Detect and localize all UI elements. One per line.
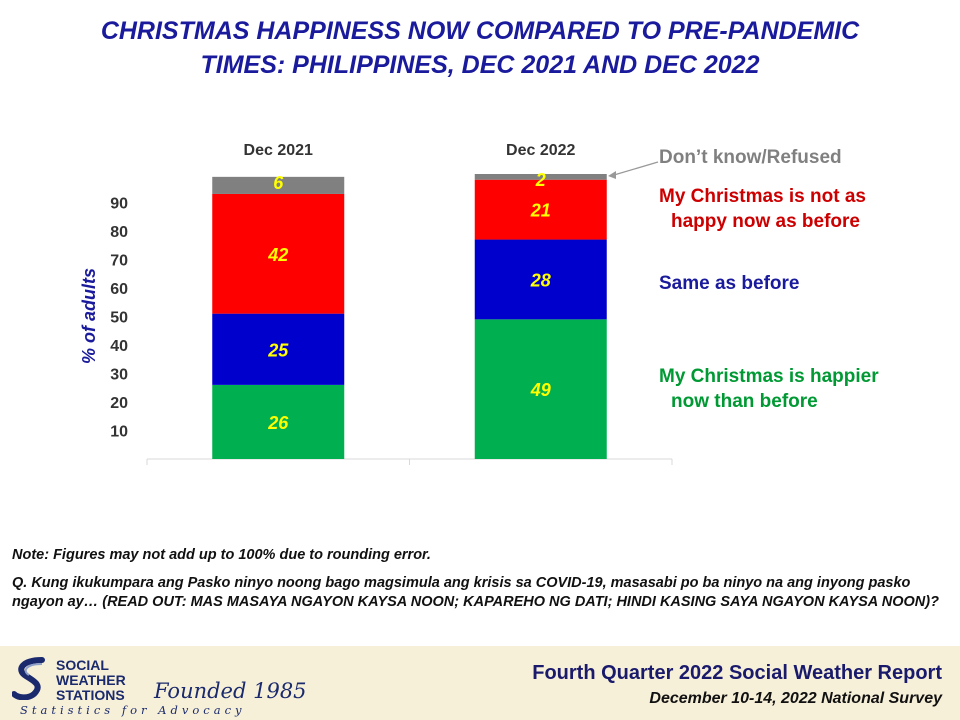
bar-data-label: 6: [273, 173, 284, 193]
report-title: Fourth Quarter 2022 Social Weather Repor…: [532, 662, 942, 684]
bar-segment: [212, 313, 345, 385]
sws-logo: SOCIAL WEATHER STATIONS Founded 1985 Sta…: [12, 654, 307, 717]
y-axis-label: % of adults: [79, 268, 99, 364]
y-tick-label: 30: [110, 367, 128, 384]
chart-title-line-2: TIMES: PHILIPPINES, DEC 2021 AND DEC 202…: [200, 51, 760, 79]
legend-entry: Same as before: [659, 271, 799, 296]
category-label: Dec 2022: [506, 142, 575, 159]
legend-entry: Don’t know/Refused: [659, 145, 842, 170]
legend-entry: My Christmas is not as happy now as befor…: [659, 184, 866, 234]
y-tick-label: 10: [110, 424, 128, 441]
bar-data-label: 42: [267, 245, 288, 265]
legend-entry-line: My Christmas is not as: [659, 186, 866, 207]
chart-axes: 10 20 30 40 50 60 70 80 90 % of adults Dec 2021 Dec…: [79, 142, 673, 465]
legend-entry-line: Don’t know/Refused: [659, 147, 842, 168]
sws-logo-name: SOCIAL WEATHER STATIONS: [56, 658, 126, 703]
bar-segment: [212, 193, 345, 314]
y-tick-label: 20: [110, 395, 128, 412]
y-tick-label: 90: [110, 196, 128, 213]
chart-title: CHRISTMAS HAPPINESS NOW COMPARED TO PRE-…: [0, 14, 960, 82]
survey-question: Q. Kung ikukumpara ang Pasko ninyo noong…: [12, 575, 939, 610]
sws-tagline: Statistics for Advocacy: [20, 703, 246, 717]
bar-data-label: 21: [530, 201, 551, 221]
chart-title-line-1: CHRISTMAS HAPPINESS NOW COMPARED TO PRE-…: [100, 17, 860, 45]
bar-segment: [474, 174, 607, 180]
bar-data-label: 49: [530, 380, 551, 400]
legend-entry: My Christmas is happier now than before: [659, 364, 879, 414]
rounding-note: Note: Figures may not add up to 100% due…: [12, 547, 431, 563]
legend-leader-arrow: [608, 171, 616, 179]
chart-bars: [212, 174, 607, 459]
logo-line-3: STATIONS: [56, 687, 125, 703]
legend-entry-line: now than before: [671, 391, 818, 412]
y-tick-label: 70: [110, 253, 128, 270]
footer-banner: SOCIAL WEATHER STATIONS Founded 1985 Sta…: [0, 646, 960, 720]
bar-segment: [212, 384, 345, 459]
y-tick-label: 40: [110, 338, 128, 355]
stacked-bar-chart: 10 20 30 40 50 60 70 80 90 % of adults Dec 2021 Dec…: [79, 142, 673, 465]
bar-segment: [474, 239, 607, 320]
bar-segment: [212, 176, 345, 194]
chart-data-labels: 26 25 42 6 49 28 21 2: [267, 170, 551, 433]
bar-segment: [474, 179, 607, 240]
legend-entry-line: My Christmas is happier: [659, 366, 879, 387]
logo-line-2: WEATHER: [56, 672, 126, 688]
category-label: Dec 2021: [244, 142, 313, 159]
sws-swirl-icon: [12, 657, 45, 700]
bar-data-label: 2: [535, 170, 546, 190]
bar-segment: [474, 319, 607, 459]
y-tick-label: 60: [110, 281, 128, 298]
legend-entry-line: happy now as before: [671, 211, 860, 232]
bar-data-label: 28: [530, 270, 551, 290]
report-subtitle: December 10-14, 2022 National Survey: [649, 690, 942, 707]
y-tick-label: 50: [110, 310, 128, 327]
founded-year: Founded 1985: [154, 679, 307, 703]
bar-data-label: 26: [267, 413, 289, 433]
legend-entry-line: Same as before: [659, 273, 800, 294]
y-tick-label: 80: [110, 224, 128, 241]
logo-line-1: SOCIAL: [56, 657, 109, 673]
bar-data-label: 25: [267, 340, 289, 360]
legend-leader-line: [613, 161, 659, 176]
